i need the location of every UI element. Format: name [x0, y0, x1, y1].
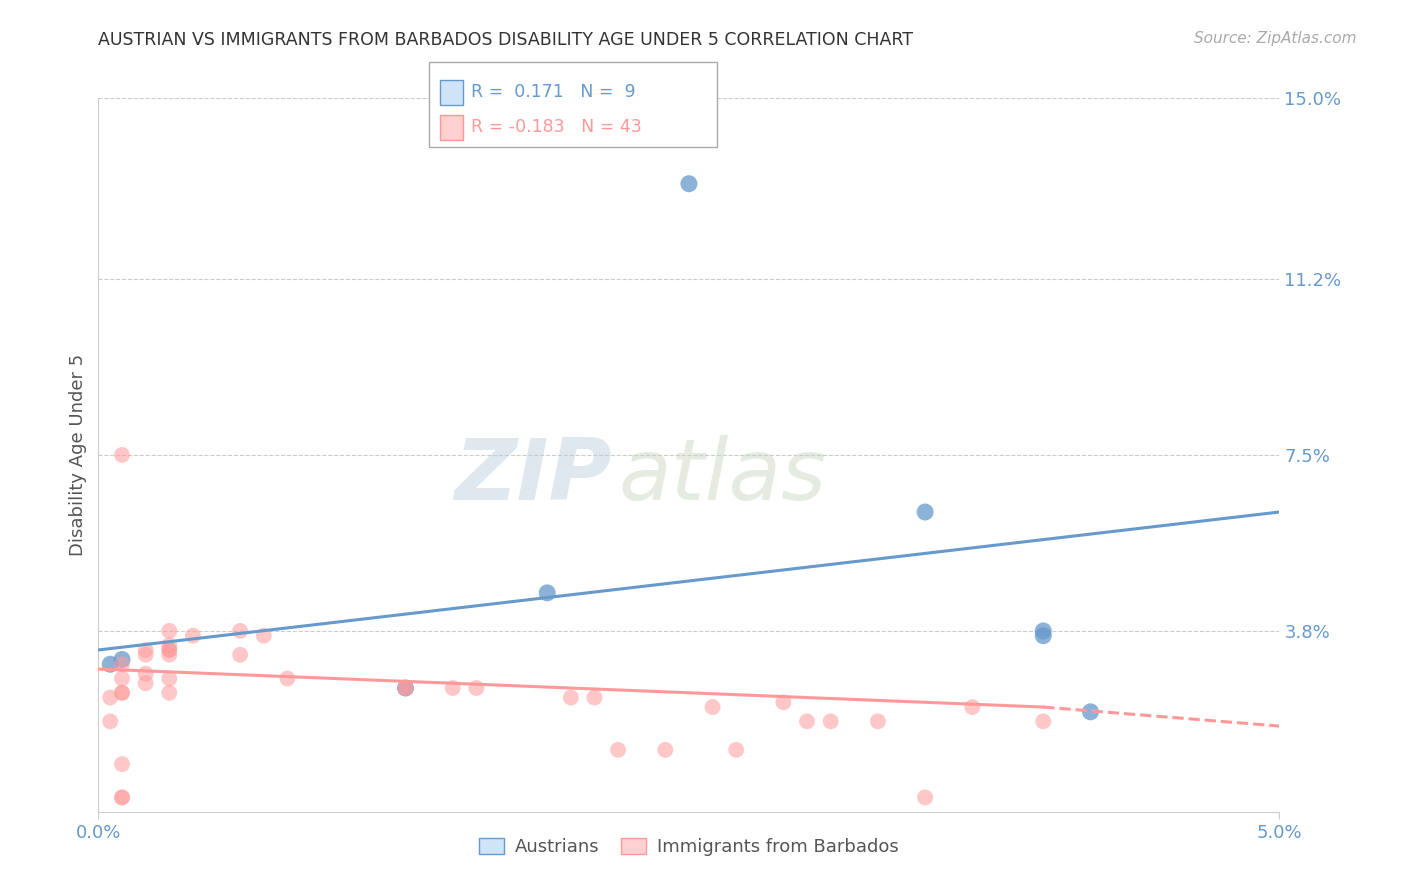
Point [394, 681, 416, 695]
Point [111, 790, 134, 805]
Point [229, 648, 252, 662]
Point [111, 657, 134, 672]
Text: R =  0.171   N =  9: R = 0.171 N = 9 [471, 83, 636, 101]
Point [157, 648, 180, 662]
Point [157, 643, 180, 657]
Text: ZIP: ZIP [454, 434, 612, 518]
Point [962, 700, 984, 714]
Point [111, 672, 134, 686]
Point [135, 666, 157, 681]
Point [253, 629, 276, 643]
Point [98, 657, 121, 672]
Text: AUSTRIAN VS IMMIGRANTS FROM BARBADOS DISABILITY AGE UNDER 5 CORRELATION CHART: AUSTRIAN VS IMMIGRANTS FROM BARBADOS DIS… [98, 31, 914, 49]
Point [394, 681, 416, 695]
Point [111, 790, 134, 805]
Point [820, 714, 842, 729]
Point [702, 700, 724, 714]
Point [157, 624, 180, 638]
Point [181, 629, 204, 643]
Point [98, 714, 121, 729]
Point [157, 686, 180, 700]
Point [1080, 705, 1102, 719]
Point [276, 672, 298, 686]
Point [98, 690, 121, 705]
Point [157, 672, 180, 686]
Point [796, 714, 818, 729]
Point [111, 757, 134, 772]
Point [772, 695, 794, 709]
Text: R = -0.183   N = 43: R = -0.183 N = 43 [471, 119, 641, 136]
Point [1032, 629, 1054, 643]
Point [111, 448, 134, 462]
Point [583, 690, 606, 705]
Point [157, 643, 180, 657]
Legend: Austrians, Immigrants from Barbados: Austrians, Immigrants from Barbados [471, 830, 907, 863]
Point [111, 686, 134, 700]
Point [157, 638, 180, 652]
Point [914, 505, 936, 519]
Text: atlas: atlas [619, 434, 827, 518]
Point [1032, 624, 1054, 638]
Point [111, 686, 134, 700]
Point [394, 681, 416, 695]
Text: Source: ZipAtlas.com: Source: ZipAtlas.com [1194, 31, 1357, 46]
Point [678, 177, 700, 191]
Point [607, 743, 630, 757]
Point [111, 652, 134, 666]
Point [560, 690, 582, 705]
Y-axis label: Disability Age Under 5: Disability Age Under 5 [69, 354, 87, 556]
Point [914, 790, 936, 805]
Point [654, 743, 676, 757]
Point [866, 714, 889, 729]
Point [441, 681, 464, 695]
Point [135, 643, 157, 657]
Point [229, 624, 252, 638]
Point [135, 648, 157, 662]
Point [1032, 714, 1054, 729]
Point [465, 681, 488, 695]
Point [725, 743, 748, 757]
Point [135, 676, 157, 690]
Point [536, 586, 558, 600]
